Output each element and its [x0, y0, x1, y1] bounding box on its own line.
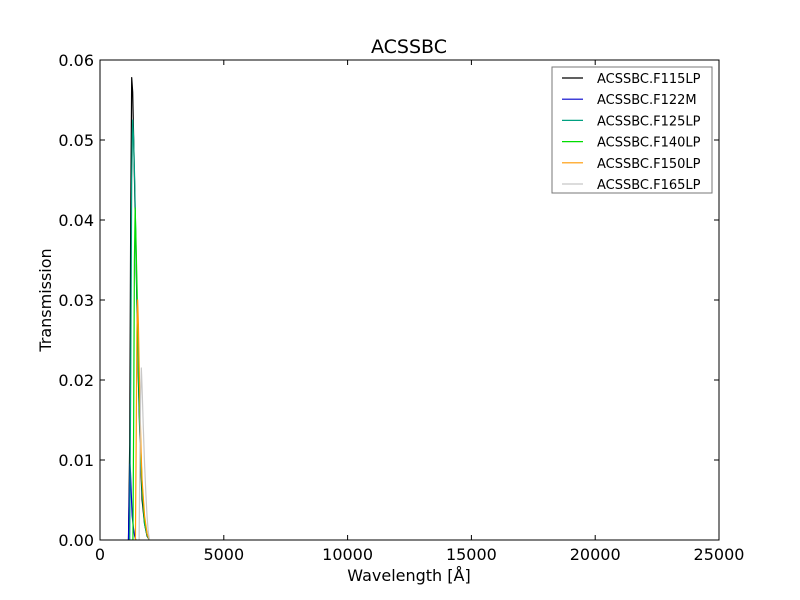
legend-frame	[551, 66, 713, 194]
legend-label: ACSSBC.F125LP	[597, 114, 701, 129]
y-tick-label: 0.00	[58, 531, 94, 550]
chart-title: ACSSBC	[371, 36, 447, 58]
y-tick-label: 0.01	[58, 451, 94, 470]
legend-items: ACSSBC.F115LP ACSSBC.F122M ACSSBC.F125LP AC…	[562, 72, 701, 193]
legend-label: ACSSBC.F165LP	[597, 178, 701, 193]
x-tick-label: 0	[95, 545, 105, 564]
x-tick-label: 5000	[203, 545, 244, 564]
legend-label: ACSSBC.F115LP	[597, 72, 701, 87]
x-axis-ticks: 0 5000 10000 15000 20000 25000	[95, 60, 745, 564]
y-tick-label: 0.06	[58, 51, 94, 70]
x-tick-label: 25000	[694, 545, 745, 564]
series-line-acssbc-f150lp	[134, 299, 151, 541]
y-tick-label: 0.04	[58, 211, 94, 230]
y-axis-title: Transmission	[36, 248, 55, 352]
series-layer	[127, 76, 151, 541]
x-axis-title: Wavelength [Å]	[347, 566, 470, 585]
legend: ACSSBC.F115LP ACSSBC.F122M ACSSBC.F125LP AC…	[551, 66, 713, 194]
x-tick-label: 10000	[322, 545, 373, 564]
y-axis-ticks: 0.00 0.01 0.02 0.03 0.04 0.05 0.06	[58, 51, 719, 550]
y-tick-label: 0.03	[58, 291, 94, 310]
y-tick-label: 0.05	[58, 131, 94, 150]
x-tick-label: 15000	[446, 545, 497, 564]
legend-label: ACSSBC.F140LP	[597, 136, 701, 151]
plot-area: 0 5000 10000 15000 20000 25000 0.000.010.020.…	[58, 51, 744, 564]
legend-label: ACSSBC.F150LP	[597, 157, 701, 172]
legend-label: ACSSBC.F122M	[597, 93, 697, 108]
x-tick-label: 20000	[570, 545, 621, 564]
series-line-acssbc-f165lp	[138, 367, 151, 541]
y-tick-label: 0.02	[58, 371, 94, 390]
